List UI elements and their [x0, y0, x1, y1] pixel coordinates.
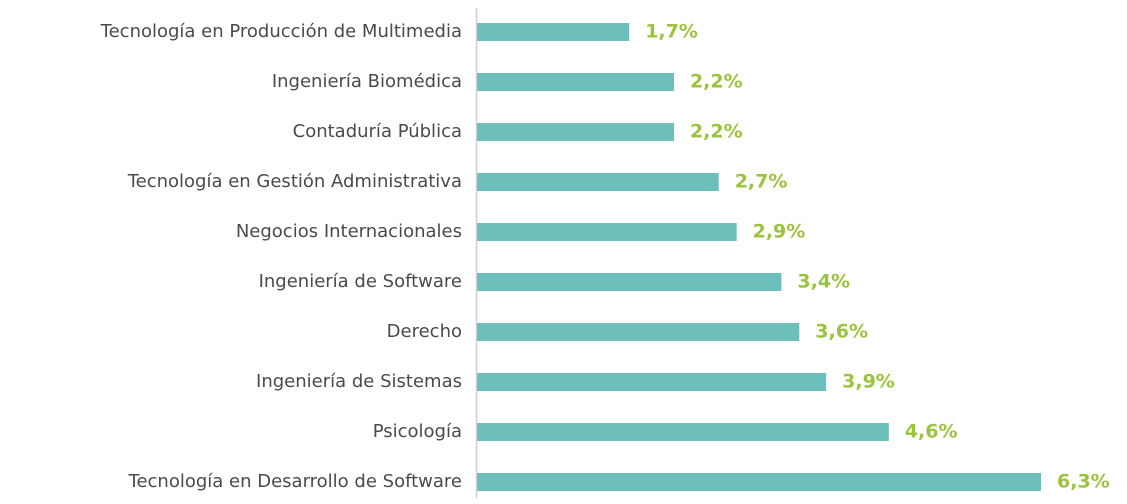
category-label: Tecnología en Desarrollo de Software [128, 471, 462, 492]
category-label: Psicología [373, 421, 462, 442]
category-label: Negocios Internacionales [236, 221, 462, 242]
value-label: 3,9% [842, 371, 895, 393]
bar [477, 173, 719, 191]
category-label: Tecnología en Producción de Multimedia [100, 21, 462, 42]
value-label: 2,2% [690, 121, 743, 143]
value-label: 6,3% [1057, 471, 1110, 493]
category-label: Ingeniería Biomédica [272, 71, 462, 92]
category-label: Tecnología en Gestión Administrativa [127, 171, 462, 192]
value-label: 2,9% [753, 221, 806, 243]
value-label: 3,6% [815, 321, 868, 343]
value-label: 2,7% [735, 171, 788, 193]
category-label: Ingeniería de Sistemas [256, 371, 462, 392]
value-label: 2,2% [690, 71, 743, 93]
bar [477, 473, 1041, 491]
bar [477, 223, 737, 241]
category-label: Derecho [387, 321, 462, 342]
category-label: Contaduría Pública [293, 121, 462, 142]
bar [477, 273, 782, 291]
bar [477, 123, 674, 141]
value-label: 1,7% [645, 21, 698, 43]
bar [477, 423, 889, 441]
bar [477, 323, 800, 341]
value-label: 3,4% [797, 271, 850, 293]
bar [477, 23, 630, 41]
category-label: Ingeniería de Software [259, 271, 462, 292]
value-label: 4,6% [905, 421, 958, 443]
bar [477, 73, 674, 91]
bar [477, 373, 827, 391]
